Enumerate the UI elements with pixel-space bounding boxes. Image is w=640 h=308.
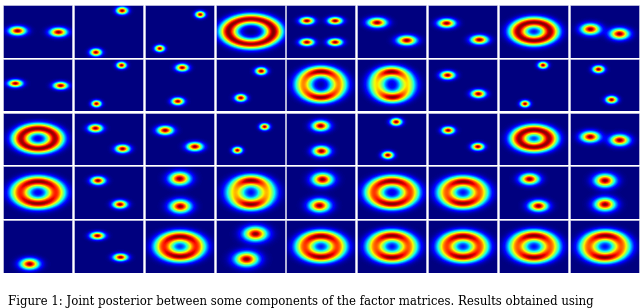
Text: Figure 1: Joint posterior between some components of the factor matrices. Result: Figure 1: Joint posterior between some c… <box>8 295 593 308</box>
